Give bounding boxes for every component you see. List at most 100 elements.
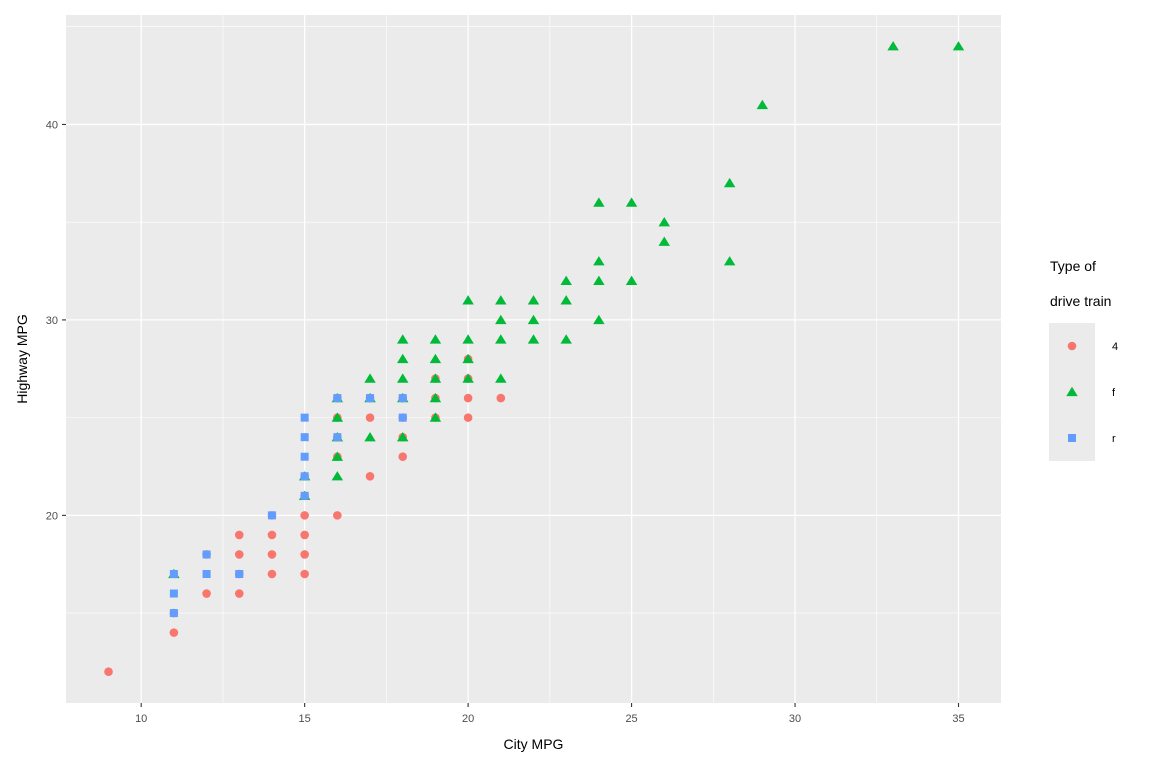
data-point-f (462, 353, 474, 364)
data-point-f (723, 256, 736, 266)
data-point-4 (169, 628, 179, 637)
x-tick-label: 10 (135, 713, 147, 725)
data-point-f (429, 373, 442, 383)
data-point-f (593, 256, 605, 266)
data-point-4 (300, 550, 309, 559)
data-point-4 (300, 511, 309, 520)
data-point-f (952, 41, 965, 51)
data-point-f (560, 334, 572, 344)
data-point-4 (365, 471, 375, 481)
data-point-f (429, 392, 442, 403)
data-point-r (300, 472, 309, 481)
data-point-f (527, 334, 540, 344)
legend-label-4: 4 (1112, 341, 1118, 353)
data-point-f (331, 471, 344, 481)
data-point-f (723, 177, 736, 188)
data-point-f (560, 275, 572, 285)
data-point-f (462, 334, 474, 344)
data-point-f (462, 373, 474, 383)
y-tick-label: 30 (46, 315, 58, 327)
data-point-f (495, 334, 507, 344)
data-point-r (333, 433, 342, 442)
data-point-r (300, 491, 309, 500)
data-point-4 (202, 589, 211, 598)
data-point-f (887, 41, 899, 51)
data-point-r (366, 394, 375, 403)
data-point-r (398, 413, 407, 422)
data-point-f (364, 373, 376, 383)
minor-gridlines (66, 15, 1001, 703)
plot-panel (66, 15, 1001, 703)
data-point-f (658, 216, 670, 227)
data-point-f (397, 353, 409, 364)
data-point-f (495, 373, 507, 383)
x-axis: 10 15 20 25 30 35 (135, 703, 965, 725)
data-point-r (169, 589, 178, 598)
legend-key-f (1066, 386, 1078, 397)
data-point-4 (234, 530, 244, 540)
data-point-r (169, 609, 178, 618)
data-point-f (429, 353, 442, 364)
data-point-f (560, 295, 572, 305)
data-point-f (397, 431, 409, 442)
data-point-4 (267, 550, 277, 559)
data-point-f (593, 197, 605, 207)
legend-key-r (1068, 434, 1076, 442)
x-axis-title: City MPG (504, 736, 564, 752)
data-point-r (398, 394, 407, 403)
data-point-4 (463, 413, 473, 422)
data-point-4 (267, 530, 277, 540)
data-point-r (169, 570, 178, 578)
data-point-4 (365, 413, 375, 422)
data-point-f (429, 412, 442, 422)
legend-title-line-2: drive train (1050, 293, 1111, 309)
data-point-f (593, 314, 605, 325)
data-point-f (331, 412, 344, 422)
x-tick-label: 25 (625, 713, 637, 725)
data-point-4 (234, 550, 244, 559)
data-point-f (625, 197, 638, 207)
data-point-4 (104, 667, 113, 677)
x-tick-label: 35 (952, 713, 964, 725)
data-point-4 (234, 589, 244, 598)
data-point-r (235, 570, 244, 578)
y-tick-label: 40 (46, 119, 58, 131)
data-point-f (495, 314, 507, 325)
data-points (104, 41, 965, 677)
data-point-f (625, 275, 638, 285)
data-point-f (364, 431, 376, 442)
data-point-r (333, 394, 342, 403)
data-point-4 (463, 393, 473, 403)
data-point-r (300, 433, 309, 442)
data-point-f (462, 295, 474, 305)
data-point-f (429, 334, 442, 344)
data-point-f (756, 99, 769, 110)
data-point-f (495, 295, 507, 305)
data-point-f (593, 275, 605, 285)
legend-label-r: r (1112, 433, 1116, 445)
data-point-4 (333, 511, 342, 520)
data-point-f (331, 451, 344, 461)
legend-keys: 4 f r (1066, 341, 1118, 445)
data-point-f (397, 373, 409, 383)
legend-key-4 (1067, 341, 1077, 351)
data-point-4 (398, 452, 408, 462)
data-point-r (202, 550, 211, 559)
data-point-4 (300, 530, 309, 540)
legend-label-f: f (1112, 387, 1116, 399)
data-point-f (658, 236, 670, 246)
data-point-4 (496, 393, 506, 403)
y-axis-title: Highway MPG (14, 314, 30, 403)
data-point-f (527, 295, 540, 305)
x-tick-label: 15 (299, 713, 311, 725)
data-point-4 (267, 569, 277, 579)
legend: Type of drive train 4 f r (1049, 258, 1118, 461)
data-point-r (267, 511, 276, 520)
data-point-r (300, 413, 309, 422)
data-point-r (202, 570, 211, 578)
data-point-f (527, 314, 540, 325)
data-point-f (397, 334, 409, 344)
x-tick-label: 30 (789, 713, 801, 725)
